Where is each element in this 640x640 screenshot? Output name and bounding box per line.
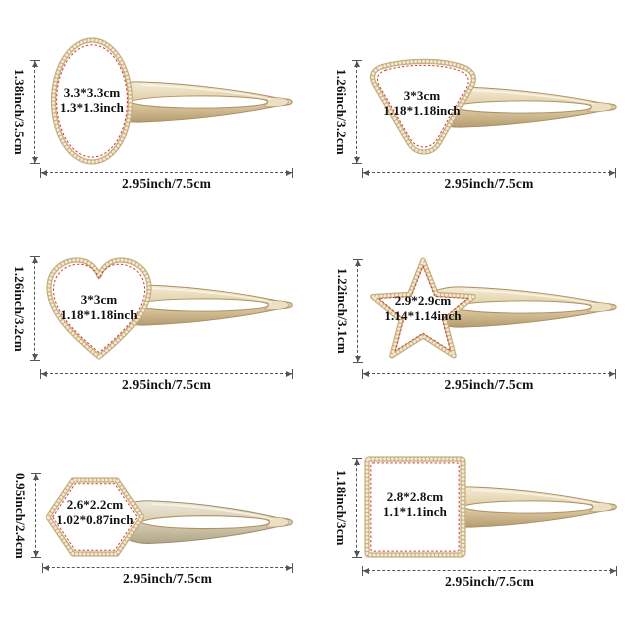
height-dimension-label: 0.95inch/2.4cm: [13, 473, 28, 559]
height-dimension-line: [352, 458, 362, 558]
pad-size-label: 3*3cm 1.18*1.18inch: [46, 292, 152, 322]
pad-size-label: 3*3cm 1.18*1.18inch: [366, 88, 478, 118]
pad-size-cm: 3.3*3.3cm: [63, 85, 121, 100]
width-dimension-label: 2.95inch/7.5cm: [122, 571, 213, 586]
height-dimension-line: [352, 60, 362, 164]
width-dimension-line: [362, 566, 617, 576]
pad-size-inch: 1.14*1.14inch: [384, 308, 462, 323]
height-dimension-line: [31, 473, 41, 558]
pad-size-inch: 1.3*1.3inch: [60, 100, 124, 115]
pad-size-inch: 1.02*0.87inch: [56, 512, 134, 527]
width-dimension-label: 2.95inch/7.5cm: [444, 176, 534, 191]
pad-size-cm: 2.9*2.9cm: [394, 293, 452, 308]
height-dimension-line: [30, 256, 40, 361]
pad-size-inch: 1.18*1.18inch: [60, 307, 138, 322]
pad-size-label: 2.8*2.8cm 1.1*1.1inch: [364, 489, 466, 519]
height-dimension-label: 1.26inch/3.2cm: [334, 69, 349, 155]
width-dimension-label: 2.95inch/7.5cm: [121, 377, 212, 392]
pad-size-cm: 3*3cm: [80, 292, 118, 307]
pad-size-cm: 3*3cm: [403, 88, 441, 103]
pad-size-inch: 1.18*1.18inch: [383, 103, 461, 118]
height-dimension-label: 1.22inch/3.1cm: [335, 268, 350, 354]
pad-size-label: 2.9*2.9cm 1.14*1.14inch: [368, 293, 478, 323]
width-dimension-line: [40, 168, 293, 178]
width-dimension-label: 2.95inch/7.5cm: [444, 574, 535, 589]
pad-size-cm: 2.8*2.8cm: [386, 489, 444, 504]
pad-size-label: 2.6*2.2cm 1.02*0.87inch: [46, 497, 144, 527]
pad-size-inch: 1.1*1.1inch: [383, 504, 447, 519]
width-dimension-line: [42, 563, 293, 573]
width-dimension-line: [362, 369, 616, 379]
pad-size-cm: 2.6*2.2cm: [66, 497, 124, 512]
height-dimension-line: [353, 259, 363, 363]
height-dimension-label: 1.38inch/3.5cm: [12, 69, 27, 155]
width-dimension-line: [40, 369, 293, 379]
width-dimension-line: [362, 168, 616, 178]
height-dimension-label: 1.18inch/3cm: [334, 470, 349, 546]
pad-size-label: 3.3*3.3cm 1.3*1.3inch: [50, 85, 134, 115]
width-dimension-label: 2.95inch/7.5cm: [121, 176, 212, 191]
width-dimension-label: 2.95inch/7.5cm: [444, 377, 534, 392]
height-dimension-line: [30, 60, 40, 164]
height-dimension-label: 1.26inch/3.2cm: [12, 265, 27, 352]
